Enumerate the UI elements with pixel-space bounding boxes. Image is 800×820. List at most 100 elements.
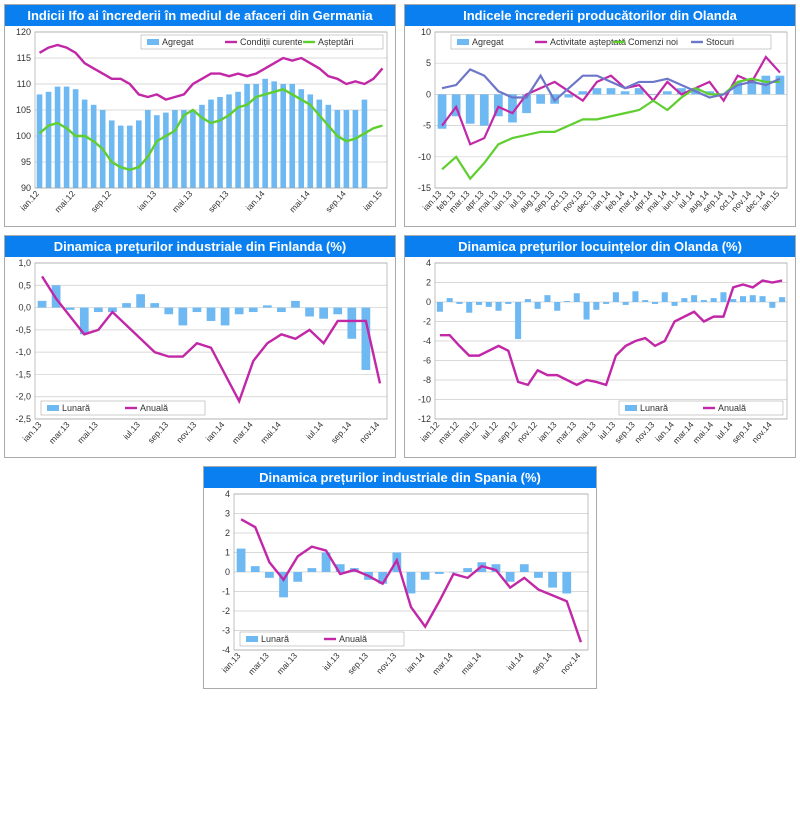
svg-text:0: 0 xyxy=(426,297,431,307)
series-Anuală xyxy=(42,276,380,401)
svg-text:Stocuri: Stocuri xyxy=(706,37,734,47)
svg-text:nov.12: nov.12 xyxy=(515,419,539,444)
series-Lunară xyxy=(437,291,785,339)
svg-text:-0,5: -0,5 xyxy=(15,325,31,335)
svg-text:-10: -10 xyxy=(418,395,431,405)
legend: AgregatActivitate așteptatăComenzi noiSt… xyxy=(451,35,771,49)
svg-text:ian.14: ian.14 xyxy=(204,419,227,443)
svg-text:mai.13: mai.13 xyxy=(75,419,100,445)
svg-text:-4: -4 xyxy=(222,645,230,655)
svg-text:ian.13: ian.13 xyxy=(135,188,158,212)
svg-text:Agregat: Agregat xyxy=(472,37,504,47)
svg-text:iul.13: iul.13 xyxy=(321,650,342,672)
title-preturi-spania: Dinamica prețurilor industriale din Span… xyxy=(204,467,596,488)
svg-text:ian.15: ian.15 xyxy=(361,188,384,212)
svg-text:2: 2 xyxy=(225,528,230,538)
svg-text:sep.12: sep.12 xyxy=(89,188,114,214)
svg-text:-3: -3 xyxy=(222,626,230,636)
svg-text:4: 4 xyxy=(225,489,230,499)
svg-text:sep.14: sep.14 xyxy=(329,419,354,445)
svg-text:-2,5: -2,5 xyxy=(15,414,31,424)
plot-producatori-olanda: -15-10-50510AgregatActivitate așteptatăC… xyxy=(405,26,795,226)
svg-text:5: 5 xyxy=(426,58,431,68)
svg-text:-2,0: -2,0 xyxy=(15,392,31,402)
svg-text:Condiții curente: Condiții curente xyxy=(240,37,303,47)
svg-text:nov.14: nov.14 xyxy=(750,419,774,444)
svg-text:-1,0: -1,0 xyxy=(15,347,31,357)
svg-text:nov.14: nov.14 xyxy=(357,419,381,444)
svg-text:mai.14: mai.14 xyxy=(691,419,716,445)
svg-text:ian.14: ian.14 xyxy=(404,650,427,674)
svg-text:2: 2 xyxy=(426,278,431,288)
title-locuinte-olanda: Dinamica prețurilor locuințelor din Olan… xyxy=(405,236,795,257)
svg-text:-2: -2 xyxy=(423,317,431,327)
svg-text:-12: -12 xyxy=(418,414,431,424)
title-producatori-olanda: Indicele încrederii producătorilor din O… xyxy=(405,5,795,26)
plot-ifo-germania: 9095100105110115120AgregatCondiții curen… xyxy=(5,26,395,226)
svg-text:4: 4 xyxy=(426,258,431,268)
svg-text:mar.13: mar.13 xyxy=(47,419,72,445)
series-Condiții curente xyxy=(40,45,383,100)
svg-text:0,5: 0,5 xyxy=(18,280,31,290)
svg-text:sep.12: sep.12 xyxy=(495,419,520,445)
series-Activitate așteptată xyxy=(442,57,780,144)
panel-preturi-finlanda: Dinamica prețurilor industriale din Finl… xyxy=(4,235,396,458)
legend: LunarăAnuală xyxy=(619,401,783,415)
svg-text:mai.14: mai.14 xyxy=(258,419,283,445)
svg-text:mai.14: mai.14 xyxy=(287,188,312,214)
svg-text:Lunară: Lunară xyxy=(261,634,289,644)
svg-text:Anuală: Anuală xyxy=(140,403,168,413)
svg-text:120: 120 xyxy=(16,27,31,37)
svg-text:-5: -5 xyxy=(423,121,431,131)
title-preturi-finlanda: Dinamica prețurilor industriale din Finl… xyxy=(5,236,395,257)
series-Anuală xyxy=(440,281,782,385)
svg-text:110: 110 xyxy=(17,79,31,89)
svg-text:iul.14: iul.14 xyxy=(505,650,526,672)
svg-text:nov.14: nov.14 xyxy=(558,650,582,675)
svg-text:105: 105 xyxy=(16,105,31,115)
svg-text:Așteptări: Așteptări xyxy=(318,37,354,47)
svg-text:1: 1 xyxy=(225,548,230,558)
svg-text:mar.14: mar.14 xyxy=(430,650,455,676)
svg-text:90: 90 xyxy=(21,183,31,193)
legend: AgregatCondiții curenteAșteptări xyxy=(141,35,383,49)
svg-text:10: 10 xyxy=(421,27,431,37)
svg-text:mai.12: mai.12 xyxy=(456,419,481,445)
title-ifo-germania: Indicii Ifo ai încrederii în mediul de a… xyxy=(5,5,395,26)
panel-ifo-germania: Indicii Ifo ai încrederii în mediul de a… xyxy=(4,4,396,227)
svg-text:nov.13: nov.13 xyxy=(632,419,656,444)
svg-text:0: 0 xyxy=(225,567,230,577)
plot-preturi-finlanda: -2,5-2,0-1,5-1,0-0,50,00,51,0LunarăAnual… xyxy=(5,257,395,457)
svg-text:nov.13: nov.13 xyxy=(174,419,198,444)
svg-text:nov.13: nov.13 xyxy=(374,650,398,675)
svg-text:-1,5: -1,5 xyxy=(15,369,31,379)
svg-text:-15: -15 xyxy=(418,183,431,193)
svg-text:sep.14: sep.14 xyxy=(323,188,348,214)
svg-text:-1: -1 xyxy=(222,587,230,597)
svg-text:3: 3 xyxy=(225,509,230,519)
svg-text:sep.13: sep.13 xyxy=(612,419,637,445)
svg-text:iul.14: iul.14 xyxy=(304,419,325,441)
plot-locuinte-olanda: -12-10-8-6-4-2024LunarăAnualăian.12mar.1… xyxy=(405,257,795,457)
svg-text:mai.12: mai.12 xyxy=(53,188,78,214)
svg-text:mai.14: mai.14 xyxy=(459,650,484,676)
panel-preturi-spania: Dinamica prețurilor industriale din Span… xyxy=(203,466,597,689)
svg-text:ian.14: ian.14 xyxy=(244,188,267,212)
svg-text:-10: -10 xyxy=(418,152,431,162)
svg-text:mar.12: mar.12 xyxy=(436,419,461,445)
svg-text:sep.13: sep.13 xyxy=(206,188,231,214)
bottom-row: Dinamica prețurilor industriale din Span… xyxy=(4,466,796,689)
svg-text:iul.13: iul.13 xyxy=(121,419,142,441)
legend: Lunară Anuală xyxy=(41,401,205,415)
svg-text:100: 100 xyxy=(16,131,31,141)
svg-text:mai.13: mai.13 xyxy=(275,650,300,676)
svg-text:sep.14: sep.14 xyxy=(530,650,555,676)
svg-text:mar.14: mar.14 xyxy=(230,419,255,445)
svg-text:Lunară: Lunară xyxy=(62,403,90,413)
series-Stocuri xyxy=(442,69,780,100)
svg-text:-6: -6 xyxy=(423,356,431,366)
svg-text:sep.14: sep.14 xyxy=(730,419,755,445)
svg-text:1,0: 1,0 xyxy=(18,258,31,268)
svg-text:-2: -2 xyxy=(222,606,230,616)
svg-text:115: 115 xyxy=(17,53,31,63)
